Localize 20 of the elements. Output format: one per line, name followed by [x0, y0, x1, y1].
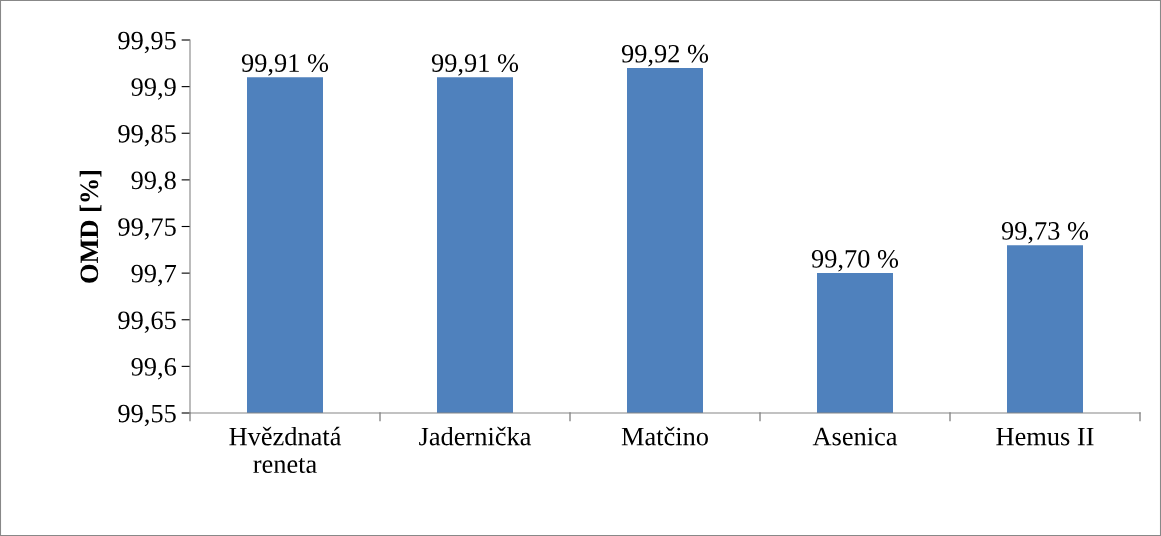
y-tick-label: 99,95: [118, 31, 176, 54]
data-label: 99,70 %: [811, 249, 899, 272]
y-tick-label: 99,55: [118, 404, 176, 427]
x-tick-label: Matčino: [621, 426, 708, 446]
y-tick-label: 99,7: [131, 264, 177, 287]
x-tick-label: Asenica: [812, 427, 898, 446]
y-tick-label: 99,85: [118, 124, 176, 147]
y-tick-label: 99,65: [118, 311, 176, 333]
x-tick-label: Hemus II: [996, 427, 1094, 446]
y-tick-label: 99,9: [131, 78, 176, 100]
y-axis-title: OMD [%]: [79, 170, 102, 283]
data-label: 99,92 %: [621, 44, 709, 67]
y-tick-label: 99,75: [118, 218, 176, 240]
x-tick-label: Jadernička: [419, 426, 532, 446]
data-label: 99,91 %: [241, 54, 329, 76]
x-tick-label: Hvězdnatá reneta: [229, 426, 342, 474]
data-label: 99,73 %: [1001, 221, 1089, 244]
y-tick-label: 99,8: [131, 171, 176, 194]
data-label: 99,91 %: [431, 54, 519, 76]
y-tick-label: 99,6: [131, 358, 177, 380]
